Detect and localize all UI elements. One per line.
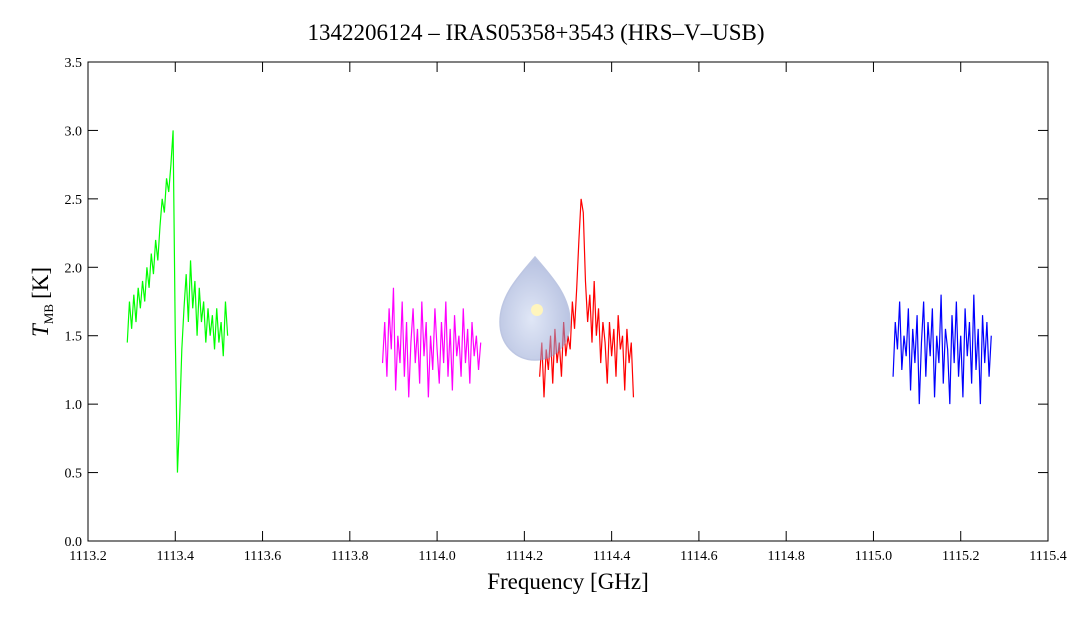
y-tick-label: 2.0 [65, 261, 83, 276]
watermark-star [531, 304, 543, 316]
x-tick-label: 1113.6 [244, 549, 281, 564]
plot-frame [87, 61, 1049, 542]
plot-area [126, 130, 992, 473]
y-axis-subscript: MB [41, 304, 56, 325]
y-tick-label: 3.0 [65, 124, 83, 139]
spectrum-line [381, 287, 482, 398]
y-axis-unit: [K] [28, 267, 53, 299]
y-tick-label: 2.5 [65, 193, 83, 208]
x-tick-label: 1114.4 [593, 549, 630, 564]
x-tick-label: 1114.8 [767, 549, 804, 564]
x-tick-label: 1113.2 [69, 549, 106, 564]
y-axis-label: TMB [K] [28, 267, 56, 337]
y-tick-label: 0.5 [65, 467, 83, 482]
spectrum-line [126, 130, 229, 473]
x-tick-label: 1115.0 [855, 549, 892, 564]
y-tick-label: 1.5 [65, 330, 83, 345]
spectrum-line [892, 294, 992, 405]
x-tick-label: 1114.6 [680, 549, 717, 564]
y-tick-label: 0.0 [65, 535, 83, 550]
x-tick-label: 1114.2 [506, 549, 543, 564]
x-tick-label: 1115.2 [942, 549, 979, 564]
y-tick-label: 3.5 [65, 56, 83, 71]
x-tick-label: 1113.8 [331, 549, 368, 564]
x-tick-label: 1114.0 [418, 549, 455, 564]
y-tick-label: 1.0 [65, 398, 83, 413]
x-axis-label: Frequency [GHz] [487, 569, 649, 594]
x-tick-label: 1113.4 [157, 549, 194, 564]
chart-title: 1342206124 – IRAS05358+3543 (HRS–V–USB) [307, 20, 764, 45]
x-tick-label: 1115.4 [1029, 549, 1066, 564]
y-axis-symbol: T [28, 322, 53, 337]
watermark [499, 255, 571, 361]
